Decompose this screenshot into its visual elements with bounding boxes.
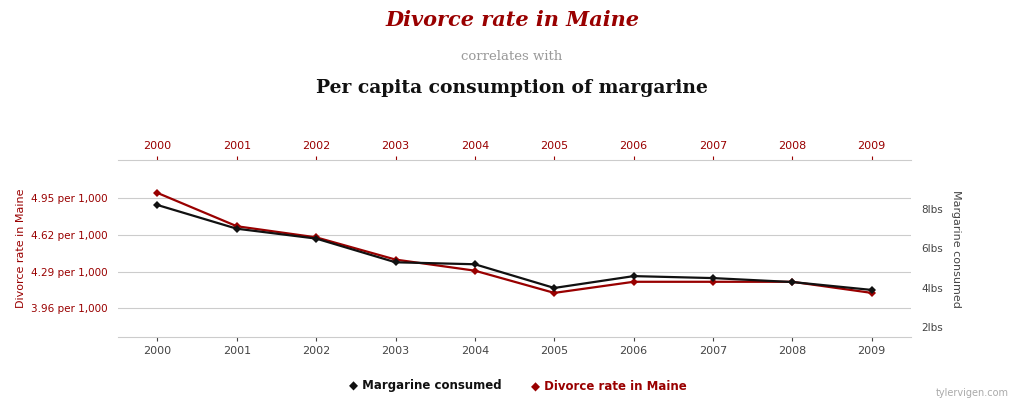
Y-axis label: Margarine consumed: Margarine consumed (951, 189, 962, 307)
Text: ◆ Margarine consumed: ◆ Margarine consumed (348, 379, 502, 392)
Text: Per capita consumption of margarine: Per capita consumption of margarine (316, 79, 708, 97)
Text: Divorce rate in Maine: Divorce rate in Maine (385, 10, 639, 30)
Text: ◆ Divorce rate in Maine: ◆ Divorce rate in Maine (531, 379, 687, 392)
Text: tylervigen.com: tylervigen.com (936, 388, 1009, 398)
Text: correlates with: correlates with (462, 50, 562, 63)
Y-axis label: Divorce rate in Maine: Divorce rate in Maine (15, 189, 26, 308)
